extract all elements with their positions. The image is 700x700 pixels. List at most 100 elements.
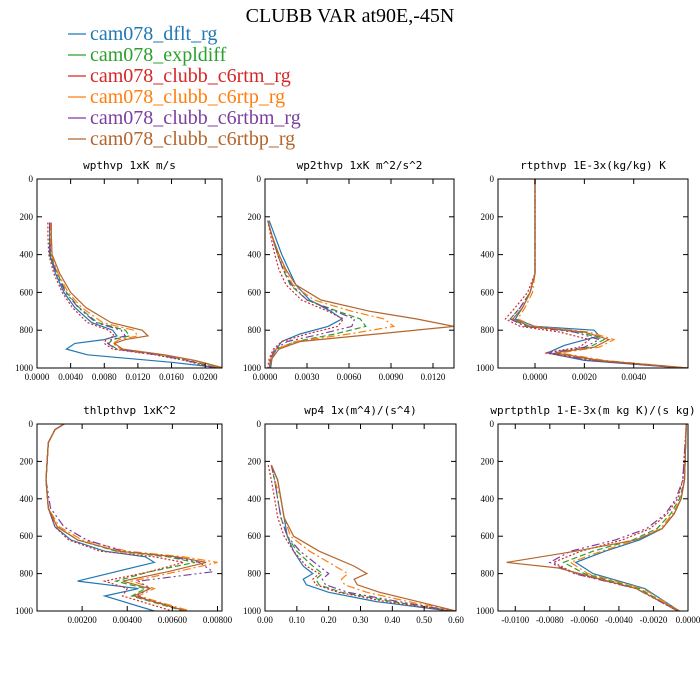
y-tick-label: 1000	[15, 606, 34, 616]
series-line	[509, 179, 686, 368]
y-tick-label: 1000	[15, 363, 34, 373]
x-tick-label: -0.0080	[536, 615, 564, 625]
panel-2: wp2thvp 1xK m^2/s^2020040060080010000.00…	[243, 159, 455, 382]
legend: cam078_dflt_rgcam078_expldiffcam078_club…	[68, 23, 301, 150]
series-line	[504, 179, 684, 368]
x-tick-label: 0.0000	[676, 615, 700, 625]
series-line	[45, 424, 184, 611]
plot-frame	[497, 423, 689, 612]
plot-frame	[497, 178, 689, 369]
legend-label: cam078_clubb_c6rtbm_rg	[90, 107, 301, 129]
series-line	[562, 424, 687, 611]
series-line	[267, 220, 345, 368]
y-tick-label: 200	[248, 212, 262, 222]
y-tick-label: 600	[481, 531, 495, 541]
plot-frame	[36, 178, 223, 369]
y-tick-label: 1000	[243, 606, 262, 616]
plot-frame	[264, 423, 457, 612]
x-tick-label: 0.0000	[523, 372, 548, 382]
x-tick-label: 0.0120	[126, 372, 151, 382]
x-tick-label: 0.0000	[253, 372, 278, 382]
y-tick-label: 0	[257, 419, 262, 429]
x-tick-label: 0.60	[448, 615, 464, 625]
x-tick-label: 0.0030	[295, 372, 320, 382]
y-tick-label: 600	[20, 287, 34, 297]
series-line	[506, 424, 687, 611]
legend-entry: cam078_clubb_c6rtbm_rg	[68, 107, 301, 129]
legend-label: cam078_clubb_c6rtm_rg	[90, 65, 291, 87]
panel-3: rtpthvp 1E-3x(kg/kg) K 0 200 400 600 800 1000 0…	[476, 159, 689, 382]
series-line	[45, 424, 207, 611]
y-tick-label: 800	[248, 325, 262, 335]
x-tick-label: 0.10	[289, 615, 305, 625]
y-tick-label: 200	[481, 212, 495, 222]
y-tick-label: 0	[29, 419, 34, 429]
legend-label: cam078_clubb_c6rtbp_rg	[90, 128, 295, 150]
x-tick-label: 0.50	[416, 615, 432, 625]
series-line	[267, 220, 356, 368]
y-tick-label: 800	[481, 569, 495, 579]
series-line	[270, 464, 456, 611]
series-line	[551, 424, 687, 611]
y-tick-label: 200	[20, 212, 34, 222]
x-tick-label: 0.0000	[25, 372, 50, 382]
y-tick-label: 800	[20, 569, 34, 579]
y-tick-label: 800	[481, 325, 495, 335]
y-tick-label: 0	[29, 174, 34, 184]
legend-entry: cam078_clubb_c6rtp_rg	[68, 86, 285, 108]
x-tick-label: 0.0080	[92, 372, 117, 382]
y-tick-label: 1000	[243, 363, 262, 373]
series-line	[45, 424, 196, 611]
y-tick-label: 1000	[476, 363, 495, 373]
series-line	[270, 464, 453, 611]
series-line	[569, 424, 687, 611]
series-line	[514, 179, 684, 368]
panel-title: rtpthvp 1E-3x(kg/kg) K	[520, 159, 666, 172]
panel-title: wpthvp 1xK m/s	[83, 159, 176, 172]
y-tick-label: 200	[20, 456, 34, 466]
x-tick-label: 0.00200	[67, 615, 97, 625]
series-line	[548, 424, 687, 611]
series-line	[50, 222, 222, 368]
panel-title: wp2thvp 1xK m^2/s^2	[297, 159, 423, 172]
x-tick-label: 0.0200	[193, 372, 218, 382]
x-tick-label: -0.0040	[605, 615, 633, 625]
x-tick-label: 0.0160	[159, 372, 184, 382]
y-tick-label: 400	[20, 494, 34, 504]
plot-frame	[36, 423, 223, 612]
x-tick-label: 0.00800	[203, 615, 233, 625]
panel-6: wprtpthlp 1-E-3x(m kg K)/(s kg) 0 200 400 60…	[476, 404, 700, 625]
series-line	[509, 179, 688, 368]
y-tick-label: 200	[248, 456, 262, 466]
x-tick-label: 0.0120	[421, 372, 446, 382]
x-tick-label: 0.0040	[58, 372, 83, 382]
panel-4: thlpthvp 1xK^2 0 200 400 600 800 1000 0.00200 0.…	[15, 404, 233, 625]
y-tick-label: 400	[481, 250, 495, 260]
series-line	[270, 464, 450, 611]
y-tick-label: 1000	[476, 606, 495, 616]
series-line	[49, 222, 222, 368]
x-tick-label: 0.30	[353, 615, 369, 625]
panel-title: thlpthvp 1xK^2	[83, 404, 176, 417]
series-line	[267, 220, 367, 368]
x-tick-label: 0.00	[257, 615, 273, 625]
y-tick-label: 0	[257, 174, 262, 184]
legend-entry: cam078_clubb_c6rtm_rg	[68, 65, 291, 87]
series-line	[49, 222, 222, 368]
panel-title: wp4 1x(m^4)/(s^4)	[304, 404, 417, 417]
panel-title: wprtpthlp 1-E-3x(m kg K)/(s kg)	[490, 404, 695, 417]
series-line	[267, 220, 454, 368]
plot-frame	[264, 178, 455, 369]
x-tick-label: 0.0060	[337, 372, 362, 382]
legend-entry: cam078_clubb_c6rtbp_rg	[68, 128, 295, 150]
legend-label: cam078_clubb_c6rtp_rg	[90, 86, 285, 108]
x-tick-label: -0.0020	[640, 615, 668, 625]
series-line	[511, 179, 688, 368]
series-line	[270, 464, 453, 611]
x-tick-label: 0.00400	[113, 615, 143, 625]
y-tick-label: 400	[20, 250, 34, 260]
legend-entry: cam078_dflt_rg	[68, 23, 217, 45]
